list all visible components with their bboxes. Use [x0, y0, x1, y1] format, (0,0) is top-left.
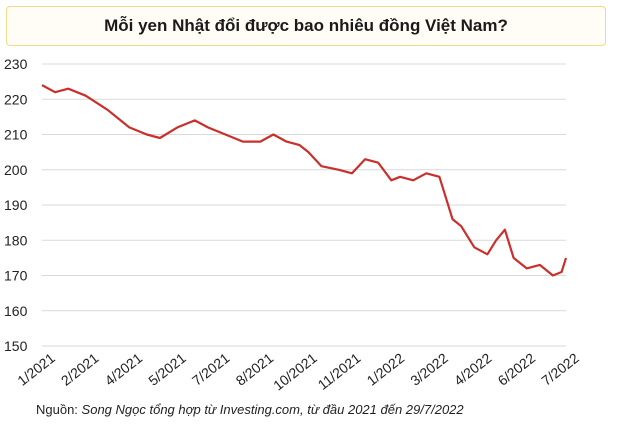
- x-tick-label: 2/2021: [58, 350, 102, 389]
- chart-title: Mỗi yen Nhật đổi được bao nhiêu đồng Việ…: [104, 16, 508, 35]
- x-tick-label: 3/2022: [407, 350, 451, 389]
- y-tick-label: 210: [4, 127, 28, 143]
- source-label: Nguồn:: [36, 402, 78, 417]
- y-tick-label: 150: [4, 338, 28, 354]
- x-tick-label: 5/2021: [145, 350, 189, 389]
- y-tick-label: 200: [4, 162, 28, 178]
- y-tick-label: 180: [4, 232, 28, 248]
- x-tick-label: 1/2021: [14, 350, 58, 389]
- x-axis: 1/2021 2/2021 4/2021 5/2021 7/2021 8/202110/2…: [14, 350, 582, 394]
- source-text: Song Ngọc tổng hợp từ Investing.com, từ …: [81, 402, 464, 417]
- y-tick-label: 160: [4, 303, 28, 319]
- x-tick-label: 7/2022: [538, 350, 582, 389]
- series-line: [41, 84, 568, 277]
- line-chart: 150 160 170 180 190 200 210 220 230 1/2021 2/2021…: [4, 56, 582, 394]
- x-tick-label: 4/2022: [451, 350, 495, 389]
- y-axis: 150 160 170 180 190 200 210 220 230: [4, 56, 28, 354]
- y-tick-label: 170: [4, 268, 28, 284]
- x-tick-label: 1/2022: [364, 350, 408, 389]
- x-tick-label: 6/2022: [495, 350, 539, 389]
- y-tick-label: 230: [4, 56, 28, 72]
- x-tick-label: 7/2021: [189, 350, 233, 389]
- chart-title-box: Mỗi yen Nhật đổi được bao nhiêu đồng Việ…: [6, 6, 606, 46]
- x-tick-label: 4/2021: [102, 350, 146, 389]
- grid: [42, 63, 566, 347]
- x-tick-label: 10/2021: [270, 350, 320, 394]
- y-tick-label: 190: [4, 197, 28, 213]
- x-tick-label: 8/2021: [233, 350, 277, 389]
- x-tick-label: 11/2021: [315, 350, 364, 393]
- y-tick-label: 220: [4, 91, 28, 107]
- source-note: Nguồn: Song Ngọc tổng hợp từ Investing.c…: [36, 402, 464, 417]
